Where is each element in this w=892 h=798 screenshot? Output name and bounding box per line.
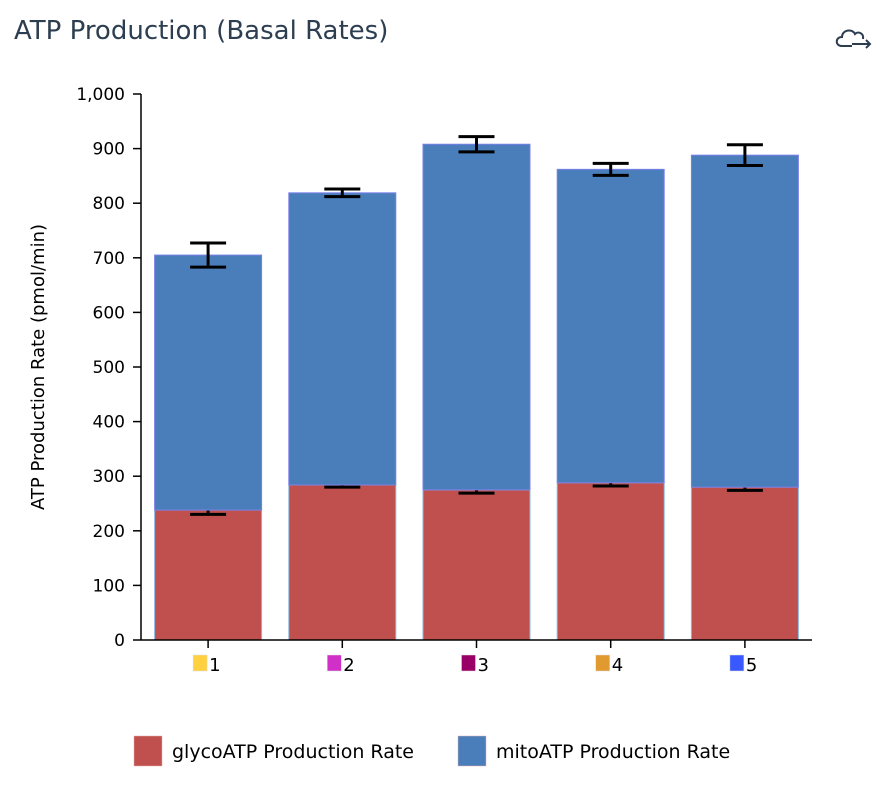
bar-mito: [690, 154, 799, 488]
bar-glyco: [154, 509, 263, 641]
error-bar: [726, 143, 763, 168]
y-tick-label: 400: [93, 413, 125, 433]
bar-mito: [556, 168, 665, 484]
bar-glyco: [288, 484, 397, 641]
bar-glyco: [690, 486, 799, 641]
x-tick-label: 5: [746, 655, 757, 676]
x-tick-label: 4: [612, 655, 623, 676]
y-axis: 0 100 200 300 400 500 600 700 800 900 1,000: [76, 85, 142, 651]
error-bar: [190, 504, 227, 516]
error-bar: [458, 485, 495, 495]
legend-label: glycoATP Production Rate: [172, 741, 414, 763]
bar-mito: [154, 254, 263, 511]
error-bar: [726, 482, 763, 492]
error-bar: [324, 481, 361, 489]
legend: glycoATP Production Rate mitoATP Producti…: [133, 735, 730, 767]
legend-swatch: [457, 735, 487, 767]
y-tick-label: 1,000: [76, 85, 125, 105]
error-bar: [592, 477, 629, 488]
bar-glyco: [422, 489, 531, 641]
y-tick-label: 800: [93, 194, 125, 214]
group-color-swatch: [595, 654, 610, 672]
bars: [154, 135, 799, 641]
chart-title: ATP Production (Basal Rates): [14, 16, 389, 46]
group-color-swatch: [461, 654, 476, 672]
bar-glyco: [556, 482, 665, 641]
x-axis: 1 2 3 4 5: [141, 639, 812, 676]
bar-mito: [422, 143, 531, 491]
y-tick-label: 100: [93, 576, 125, 596]
x-tick-label: 1: [209, 655, 220, 676]
y-tick-label: 500: [93, 358, 125, 378]
error-bar: [324, 187, 361, 199]
y-tick-label: 700: [93, 249, 125, 269]
legend-label: mitoATP Production Rate: [496, 741, 730, 763]
y-tick-label: 300: [93, 467, 125, 487]
y-tick-label: 900: [93, 140, 125, 160]
x-tick-label: 3: [478, 655, 489, 676]
x-tick-label: 2: [343, 655, 354, 676]
y-tick-label: 0: [114, 631, 125, 651]
y-axis-label: ATP Production Rate (pmol/min): [28, 224, 49, 510]
error-bar: [592, 161, 629, 177]
error-bar: [190, 241, 227, 269]
bar-mito: [288, 192, 397, 486]
cloud-export-icon[interactable]: [832, 24, 878, 54]
group-color-swatch: [327, 654, 342, 672]
group-color-swatch: [192, 654, 208, 672]
group-color-swatch: [729, 654, 745, 672]
y-tick-label: 200: [93, 522, 125, 542]
y-tick-label: 600: [93, 303, 125, 323]
legend-swatch: [133, 735, 163, 767]
error-bar: [458, 135, 495, 154]
